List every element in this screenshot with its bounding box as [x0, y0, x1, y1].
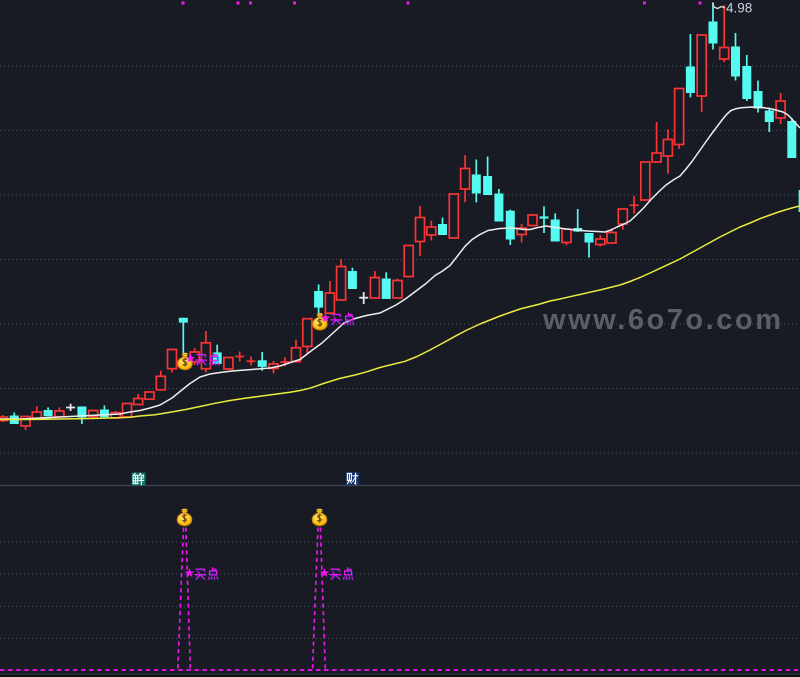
- svg-text:4.98: 4.98: [726, 1, 752, 16]
- svg-text:www.6o7o.com: www.6o7o.com: [542, 304, 781, 336]
